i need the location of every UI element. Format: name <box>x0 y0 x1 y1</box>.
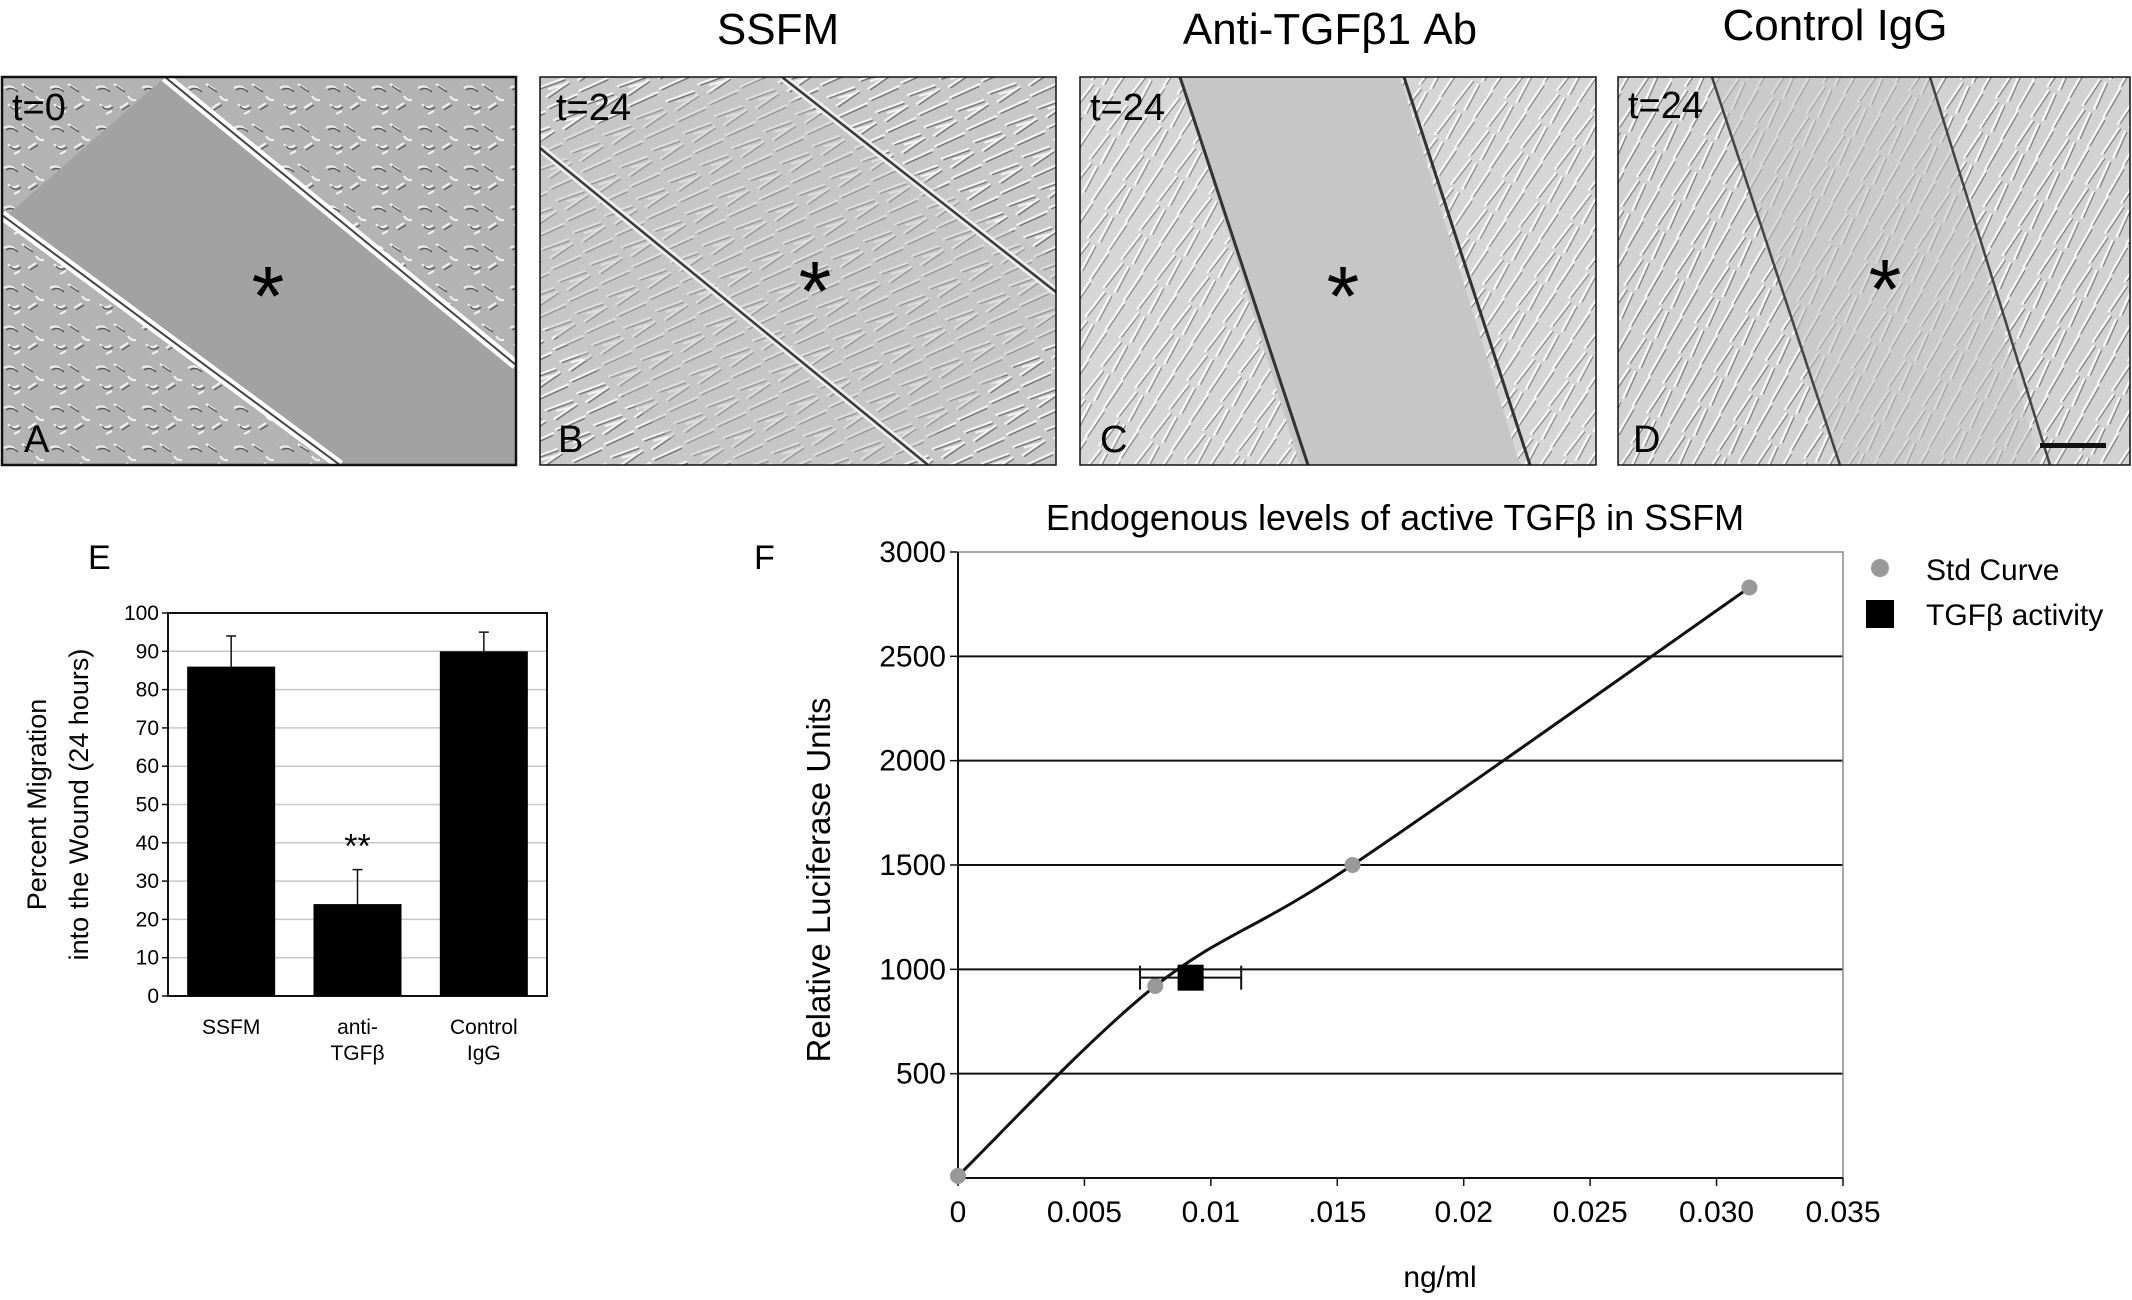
x-category-label: TGFβ <box>330 1042 384 1065</box>
y-tick-label: 90 <box>136 640 159 663</box>
time-label-a: t=0 <box>12 87 66 129</box>
std-curve-point <box>1741 579 1758 596</box>
line-chart-tgf-standard-curve: 500 1000 1500 2000 2500 3000 0 0.005 0.01 .015 0.0… <box>800 497 2103 1294</box>
y-tick-label: 40 <box>136 832 159 855</box>
y-tick-label: 80 <box>136 679 159 702</box>
time-label-c: t=24 <box>1090 87 1165 129</box>
bar-chart-migration: 0 10 20 30 40 50 60 70 80 90 100 SSFM anti- TGFβ Contr… <box>22 602 548 1065</box>
wound-marker-c: * <box>1327 249 1360 343</box>
column-title-control-igg: Control IgG <box>1723 1 1948 50</box>
x-category-label: anti- <box>337 1016 378 1039</box>
panel-letter-b: B <box>558 419 583 461</box>
y-tick-label: 100 <box>124 602 159 625</box>
y-tick-label: 1500 <box>879 849 946 882</box>
std-curve-point <box>1147 978 1164 995</box>
x-tick-label: 0.025 <box>1553 1196 1628 1229</box>
legend-activity-marker <box>1866 600 1894 628</box>
chart-title: Endogenous levels of active TGFβ in SSFM <box>1046 497 1744 538</box>
y-tick-label: 1000 <box>879 953 946 986</box>
std-curve-point <box>1344 857 1361 873</box>
legend-std-curve-marker <box>1871 559 1889 577</box>
wound-marker-b: * <box>799 244 832 338</box>
x-category-label: SSFM <box>202 1016 260 1039</box>
x-tick-label: 0.005 <box>1047 1196 1122 1229</box>
time-label-d: t=24 <box>1628 85 1703 127</box>
y-tick-label: 0 <box>147 985 159 1008</box>
y-tick-label: 20 <box>136 908 159 931</box>
y-tick-label: 2000 <box>879 745 946 778</box>
micrograph-panel-b: t=24 * B <box>539 76 1057 466</box>
legend-activity-label: TGFβ activity <box>1926 599 2103 632</box>
x-tick-label: 0 <box>950 1196 967 1229</box>
x-tick-label: 0.02 <box>1435 1196 1493 1229</box>
scale-bar <box>2040 443 2106 448</box>
micrograph-panel-c: t=24 * C <box>1079 76 1597 466</box>
x-category-label: IgG <box>467 1042 501 1065</box>
micrograph-panel-d: t=24 * D <box>1617 76 2131 466</box>
bar <box>313 904 402 996</box>
column-title-anti-tgf: Anti-TGFβ1 Ab <box>1183 5 1477 54</box>
wound-marker-d: * <box>1869 242 1902 336</box>
y-tick-label: 70 <box>136 717 159 740</box>
time-label-b: t=24 <box>556 87 631 129</box>
x-category-label: Control <box>450 1016 518 1039</box>
wound-marker-a: * <box>252 249 285 343</box>
legend-std-curve-label: Std Curve <box>1926 554 2059 587</box>
x-tick-label: 0.01 <box>1182 1196 1240 1229</box>
panel-letter-c: C <box>1100 419 1127 461</box>
significance-annotation: ** <box>344 828 370 866</box>
std-curve-point <box>950 1167 966 1184</box>
panel-letter-a: A <box>24 419 50 461</box>
y-tick-label: 30 <box>136 870 159 893</box>
y-tick-label: 50 <box>136 794 159 817</box>
panel-letter-d: D <box>1633 419 1660 461</box>
panel-letter-e: E <box>88 539 111 577</box>
activity-point <box>1177 964 1204 991</box>
micrograph-panel-a: t=0 * A <box>0 75 518 467</box>
bar <box>187 666 276 996</box>
y-tick-label: 500 <box>896 1058 946 1091</box>
bar <box>439 651 528 996</box>
y-tick-label: 3000 <box>879 536 946 569</box>
y-axis-label-line2: into the Wound (24 hours) <box>64 649 94 961</box>
y-axis-label: Relative Luciferase Units <box>800 698 837 1063</box>
y-axis-label-line1: Percent Migration <box>22 699 52 911</box>
x-axis-label: ng/ml <box>1403 1261 1476 1294</box>
y-tick-label: 60 <box>136 755 159 778</box>
panel-letter-f: F <box>754 539 775 577</box>
y-tick-label: 2500 <box>879 640 946 673</box>
x-tick-label: 0.030 <box>1679 1196 1754 1229</box>
std-curve-line <box>956 586 1751 1177</box>
x-tick-label: .015 <box>1308 1196 1366 1229</box>
x-tick-label: 0.035 <box>1805 1196 1880 1229</box>
column-title-ssfm: SSFM <box>717 5 839 54</box>
y-tick-label: 10 <box>136 947 159 970</box>
